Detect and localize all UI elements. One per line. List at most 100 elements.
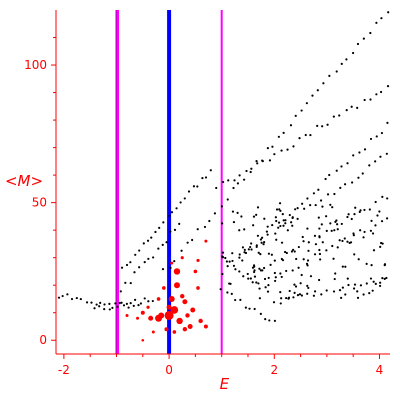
data-point	[266, 225, 269, 228]
data-point	[369, 137, 373, 141]
data-point	[296, 294, 300, 297]
data-point	[383, 263, 387, 266]
data-point	[75, 296, 78, 300]
data-point	[143, 261, 146, 264]
data-point	[70, 297, 74, 301]
data-point	[213, 212, 217, 215]
data-point	[146, 305, 150, 309]
data-point	[129, 281, 132, 285]
data-point	[306, 259, 310, 262]
data-point	[317, 216, 320, 219]
data-point	[340, 296, 343, 299]
data-point	[186, 241, 189, 244]
data-point	[236, 211, 239, 214]
data-point	[275, 238, 278, 241]
data-point	[386, 197, 389, 200]
data-point	[154, 230, 157, 234]
data-point	[152, 256, 155, 259]
data-point	[338, 239, 341, 242]
data-point	[227, 179, 230, 182]
data-point	[273, 319, 277, 322]
data-point	[374, 160, 377, 163]
data-point	[314, 203, 317, 207]
data-point	[172, 330, 177, 334]
data-point	[300, 294, 303, 297]
data-point	[363, 230, 366, 234]
data-point	[294, 114, 297, 117]
data-point	[249, 170, 252, 174]
black-series	[57, 11, 390, 322]
data-point	[374, 200, 377, 204]
data-point	[334, 272, 337, 275]
data-point	[304, 133, 307, 137]
data-point	[333, 229, 336, 232]
data-point	[264, 286, 267, 289]
data-point	[321, 205, 324, 208]
data-point	[365, 282, 368, 285]
data-point	[133, 271, 136, 274]
data-point	[279, 272, 282, 275]
data-point	[250, 248, 253, 251]
data-point	[358, 151, 361, 154]
data-point	[147, 257, 150, 260]
data-point	[178, 222, 181, 225]
data-point	[291, 224, 294, 227]
data-point	[362, 293, 365, 296]
data-point	[263, 277, 267, 281]
data-point	[346, 162, 349, 165]
data-point	[168, 214, 171, 217]
data-point	[247, 248, 250, 251]
data-point	[238, 229, 241, 232]
data-point	[287, 296, 291, 299]
data-point	[244, 306, 247, 309]
data-point	[274, 276, 277, 279]
data-point	[196, 185, 199, 188]
data-point	[341, 239, 344, 243]
data-point	[173, 260, 176, 263]
data-point	[239, 298, 242, 301]
data-point	[162, 286, 166, 290]
data-point	[321, 125, 324, 128]
data-point	[319, 258, 322, 261]
data-point	[127, 306, 130, 309]
data-point	[192, 185, 196, 188]
data-point	[376, 214, 379, 217]
data-point	[129, 261, 132, 264]
data-point	[318, 235, 321, 238]
data-point	[173, 228, 177, 231]
data-point	[305, 102, 308, 105]
data-point	[362, 37, 365, 40]
data-point	[256, 162, 259, 165]
data-point	[381, 242, 384, 245]
data-point	[285, 296, 288, 300]
data-point	[275, 219, 278, 223]
data-point	[203, 324, 208, 329]
data-point	[238, 270, 241, 273]
data-point	[263, 217, 266, 220]
data-point	[292, 296, 295, 299]
data-point	[231, 252, 234, 255]
data-point	[187, 323, 193, 329]
data-point	[108, 302, 111, 306]
data-point	[266, 233, 269, 236]
data-point	[306, 197, 309, 200]
data-point	[341, 265, 344, 268]
data-point	[173, 282, 180, 289]
data-point	[318, 278, 321, 282]
data-point	[368, 292, 371, 295]
data-point	[336, 246, 339, 249]
data-point	[303, 207, 306, 210]
data-point	[380, 17, 383, 20]
data-point	[281, 213, 284, 216]
data-point	[238, 256, 241, 259]
data-point	[124, 281, 127, 284]
data-point	[249, 245, 252, 249]
data-point	[280, 149, 283, 152]
data-point	[293, 283, 296, 286]
data-point	[261, 236, 264, 239]
data-point	[293, 291, 296, 294]
data-point	[260, 241, 263, 244]
data-point	[298, 136, 301, 140]
data-point	[352, 234, 355, 237]
data-point	[140, 310, 145, 315]
